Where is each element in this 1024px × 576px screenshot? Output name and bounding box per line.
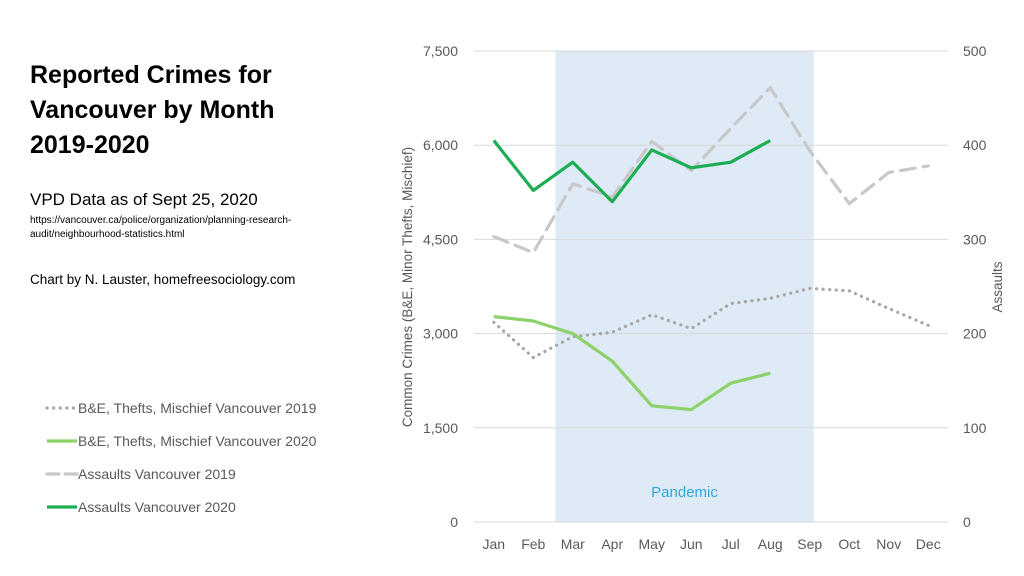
x-tick-label: Aug	[758, 536, 783, 552]
title-line-1: Reported Crimes for	[30, 61, 272, 89]
legend-label: Assaults Vancouver 2020	[78, 499, 236, 515]
x-tick-label: Feb	[521, 536, 545, 552]
y-right-tick-label: 200	[963, 326, 987, 342]
y-left-tick-label: 7,500	[423, 43, 458, 59]
series-line-2	[493, 315, 771, 412]
legend-label: B&E, Thefts, Mischief Vancouver 2019	[78, 400, 317, 416]
x-tick-label: Mar	[561, 536, 585, 552]
x-tick-label: Sep	[797, 536, 822, 552]
y-right-tick-label: 300	[963, 231, 987, 247]
title-line-2: Vancouver by Month	[30, 96, 275, 124]
x-tick-label: May	[639, 536, 665, 552]
source-url-line-2: audit/neighbourhood-statistics.html	[30, 229, 185, 240]
chart-title: Reported Crimes for Vancouver by Month 2…	[30, 58, 350, 163]
x-tick-label: Jan	[482, 536, 505, 552]
x-tick-label: Dec	[916, 536, 941, 552]
y-left-tick-label: 0	[450, 514, 458, 530]
x-tick-label: Jul	[722, 536, 740, 552]
y-right-tick-label: 400	[963, 137, 987, 153]
y-left-axis-title: Common Crimes (B&E, Minor Thefts, Mischi…	[400, 147, 415, 427]
series-line-1	[492, 286, 930, 360]
y-left-tick-label: 3,000	[423, 326, 458, 342]
source-url: https://vancouver.ca/police/organization…	[30, 214, 360, 242]
legend-label: B&E, Thefts, Mischief Vancouver 2020	[78, 433, 317, 449]
y-right-axis-title: Assaults	[990, 261, 1005, 312]
x-tick-label: Oct	[838, 536, 860, 552]
y-left-tick-label: 1,500	[423, 420, 458, 436]
pandemic-band	[555, 51, 814, 522]
y-right-tick-label: 100	[963, 420, 987, 436]
title-line-3: 2019-2020	[30, 131, 150, 159]
chart-credit: Chart by N. Lauster, homefreesociology.c…	[30, 272, 296, 287]
y-right-tick-label: 500	[963, 43, 987, 59]
chart-subtitle: VPD Data as of Sept 25, 2020	[30, 190, 258, 209]
y-right-tick-label: 0	[963, 514, 971, 530]
x-tick-label: Nov	[876, 536, 901, 552]
x-tick-label: Jun	[680, 536, 703, 552]
x-tick-label: Apr	[601, 536, 623, 552]
pandemic-label: Pandemic	[651, 484, 718, 501]
y-left-tick-label: 4,500	[423, 231, 458, 247]
series-line-4	[492, 139, 772, 204]
y-left-tick-label: 6,000	[423, 137, 458, 153]
series-line-3	[492, 86, 930, 255]
source-url-line-1: https://vancouver.ca/police/organization…	[30, 215, 292, 226]
legend-label: Assaults Vancouver 2019	[78, 466, 236, 482]
